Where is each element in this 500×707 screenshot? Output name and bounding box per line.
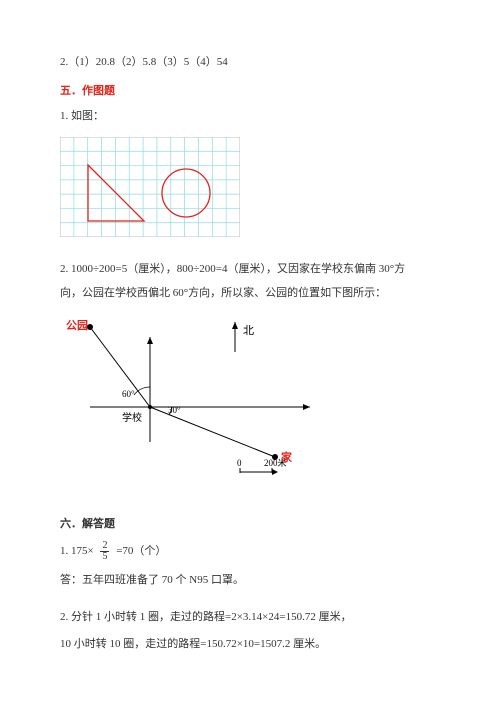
svg-text:60°: 60° <box>122 389 135 399</box>
q1-label: 1. 如图： <box>60 106 440 127</box>
svg-text:0: 0 <box>237 458 242 468</box>
direction-diagram: 北公园学校家60°30°0200米 <box>60 312 440 500</box>
grid-figure <box>60 137 440 245</box>
svg-text:公园: 公园 <box>66 319 88 332</box>
q2-line2: 向，公园在学校西偏北 60°方向，所以家、公园的位置如下图所示： <box>60 283 440 304</box>
direction-svg: 北公园学校家60°30°0200米 <box>60 312 320 492</box>
expr-b: =70（个） <box>116 545 166 557</box>
expr-a: 1. 175× <box>60 545 94 557</box>
svg-text:200米: 200米 <box>264 457 287 468</box>
fraction: 2 5 <box>100 541 109 562</box>
q6-1-answer: 答：五年四班准备了 70 个 N95 口罩。 <box>60 570 440 591</box>
page: 2.（1）20.8（2）5.8（3）5（4）54 五．作图题 1. 如图： 2.… <box>0 0 500 707</box>
svg-text:学校: 学校 <box>122 411 142 424</box>
grid-svg <box>60 137 240 237</box>
q6-1-expr: 1. 175× 2 5 =70（个） <box>60 541 440 562</box>
svg-text:北: 北 <box>243 324 254 337</box>
svg-text:30°: 30° <box>168 405 181 415</box>
q6-2-line2: 10 小时转 10 圈，走过的路程=150.72×10=1507.2 厘米。 <box>60 634 440 655</box>
fraction-den: 5 <box>100 552 109 562</box>
section-5-heading: 五．作图题 <box>60 81 440 102</box>
q2-line1: 2. 1000÷200=5（厘米），800÷200=4（厘米），又因家在学校东偏… <box>60 259 440 280</box>
q6-2-line1: 2. 分针 1 小时转 1 圈，走过的路程=2×3.14×24=150.72 厘… <box>60 607 440 628</box>
section-6-heading: 六．解答题 <box>60 514 440 535</box>
answer-line-top: 2.（1）20.8（2）5.8（3）5（4）54 <box>60 52 440 73</box>
